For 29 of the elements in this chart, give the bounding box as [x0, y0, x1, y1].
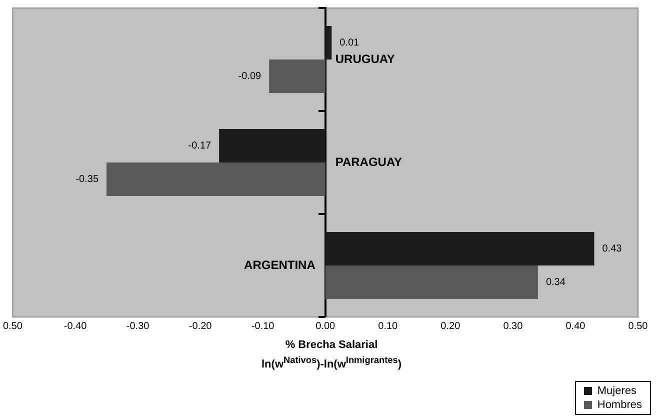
- data-label: 0.01: [340, 38, 360, 49]
- bar: [325, 26, 332, 60]
- legend-label: Hombres: [597, 398, 642, 412]
- y-tick-label: URUGUAY: [335, 52, 395, 66]
- data-label: -0.35: [76, 174, 99, 185]
- bar: [219, 129, 326, 162]
- x-axis-title: % Brecha Salarial ln(w$^{Nativos}$)-ln(w$^{Inmigrantes}$): [260, 338, 402, 373]
- x-tick-label: 0.10: [378, 320, 398, 332]
- x-tick-label: -0.30: [126, 320, 150, 332]
- bar: [269, 60, 326, 93]
- y-tick-label: PARAGUAY: [335, 154, 402, 169]
- bar: [325, 266, 538, 299]
- data-label: 0.34: [546, 276, 566, 288]
- bar: [325, 232, 594, 266]
- x-tick-label: 0.00: [316, 320, 336, 332]
- x-tick-label: 0.20: [440, 320, 461, 332]
- bar: [106, 162, 326, 196]
- x-tick-label: -0.40: [64, 320, 88, 332]
- x-tick-label: 0.50: [2, 320, 23, 332]
- x-tick-label: 0.50: [628, 320, 648, 332]
- data-label: 0.43: [602, 244, 622, 255]
- y-tick-label: ARGENTINA: [244, 258, 316, 272]
- x-tick-label: 0.30: [503, 320, 524, 332]
- x-tick-label: 0.40: [566, 320, 586, 332]
- x-tick-label: -0.20: [188, 320, 212, 332]
- data-label: -0.09: [238, 70, 262, 82]
- x-tick-label: -0.10: [251, 320, 275, 332]
- data-label: -0.17: [188, 140, 212, 152]
- legend-label: Mujeres: [597, 384, 636, 398]
